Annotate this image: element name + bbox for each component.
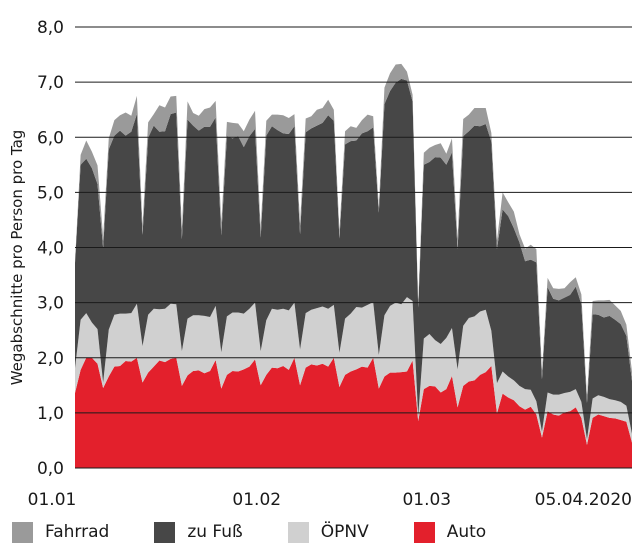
x-tick-label: 05.04.2020 — [535, 490, 632, 510]
x-tick-label: 01.02 — [232, 490, 281, 510]
y-axis-tick-labels: 0,0 1,0 2,0 3,0 4,0 5,0 6,0 7,0 8,0 — [37, 18, 64, 479]
y-tick-label: 4,0 — [37, 239, 64, 259]
legend: Fahrrad zu Fuß ÖPNV Auto — [12, 521, 531, 543]
legend-swatch-zu-fuss — [154, 521, 176, 543]
legend-label-oepnv: ÖPNV — [320, 522, 369, 542]
y-tick-label: 1,0 — [37, 404, 64, 424]
grid-layer — [75, 26, 632, 469]
legend-item-zu-fuss: zu Fuß — [154, 521, 243, 543]
legend-swatch-oepnv — [287, 521, 309, 543]
legend-swatch-fahrrad — [12, 521, 33, 543]
legend-item-fahrrad: Fahrrad — [12, 521, 110, 543]
legend-label-zu-fuss: zu Fuß — [187, 522, 243, 542]
legend-label-auto: Auto — [446, 522, 487, 542]
y-tick-label: 8,0 — [37, 18, 64, 38]
y-tick-label: 7,0 — [37, 73, 64, 93]
y-tick-label: 0,0 — [37, 459, 64, 479]
legend-item-auto: Auto — [413, 521, 487, 543]
y-tick-label: 6,0 — [37, 128, 64, 148]
area-series-oepnv — [75, 297, 632, 445]
y-tick-label: 3,0 — [37, 294, 64, 314]
legend-item-oepnv: ÖPNV — [287, 521, 369, 543]
stacked-area-chart: 01.01 01.02 01.03 05.04.2020 0,0 1,0 2,0 3,0 4,… — [8, 18, 632, 510]
x-tick-label: 01.01 — [28, 490, 77, 510]
x-tick-label: 01.03 — [402, 490, 451, 510]
area-series-fahrrad — [75, 63, 632, 403]
area-series-zu-fuss — [75, 78, 632, 440]
legend-swatch-auto — [413, 521, 435, 543]
y-tick-label: 2,0 — [37, 349, 64, 369]
legend-label-fahrrad: Fahrrad — [45, 522, 110, 542]
area-layer — [75, 63, 632, 468]
y-tick-label: 5,0 — [37, 183, 64, 203]
y-axis-title: Wegabschnitte pro Person pro Tag — [8, 130, 26, 386]
x-axis-tick-labels: 01.01 01.02 01.03 05.04.2020 — [28, 490, 632, 510]
